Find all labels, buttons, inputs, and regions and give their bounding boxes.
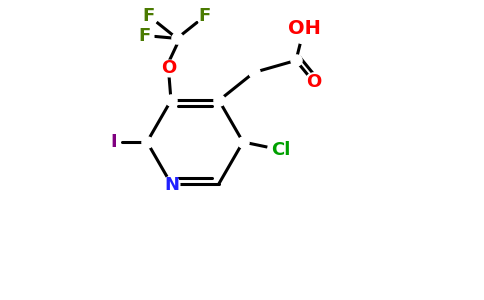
Text: N: N xyxy=(165,176,180,194)
Text: Cl: Cl xyxy=(272,141,291,159)
Text: F: F xyxy=(199,8,211,26)
Text: O: O xyxy=(306,74,322,92)
Text: F: F xyxy=(139,27,151,45)
Text: I: I xyxy=(111,133,117,151)
Text: O: O xyxy=(161,59,177,77)
Text: OH: OH xyxy=(287,19,320,38)
Text: F: F xyxy=(143,8,155,26)
